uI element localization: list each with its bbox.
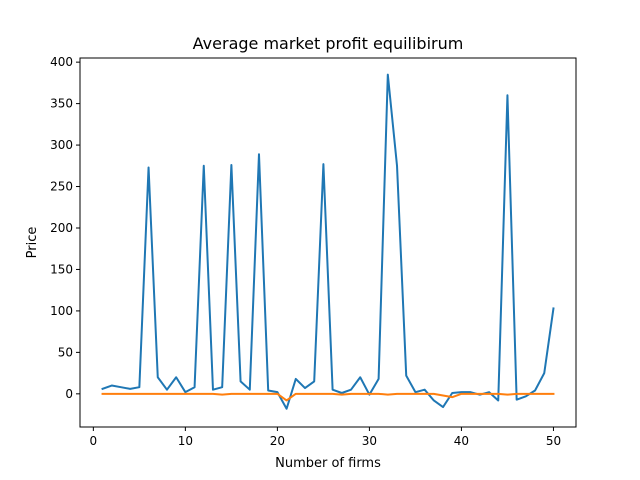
series-line-2 [101, 392, 555, 402]
y-tick-label: 250 [50, 180, 73, 194]
x-tick-label: 10 [178, 434, 193, 448]
x-tick-label: 50 [546, 434, 561, 448]
y-tick-label: 300 [50, 138, 73, 152]
x-axis-label: Number of firms [275, 456, 381, 471]
y-tick-label: 150 [50, 262, 73, 276]
x-tick-label: 30 [362, 434, 377, 448]
y-tick-label: 200 [50, 221, 73, 235]
x-axis-ticks: 0 10 20 30 40 50 [90, 427, 561, 448]
series-layer [101, 73, 555, 410]
plot-frame [79, 57, 577, 428]
y-tick-label: 350 [50, 97, 73, 111]
x-tick-label: 20 [270, 434, 285, 448]
chart-title: Average market profit equilibirum [193, 34, 464, 53]
y-axis-ticks: 0 50 100 150 200 250 300 350 400 [50, 55, 80, 401]
y-tick-label: 0 [65, 387, 73, 401]
y-tick-label: 50 [58, 345, 73, 359]
y-tick-label: 400 [50, 55, 73, 69]
y-axis-label: Price [25, 227, 40, 259]
y-tick-label: 100 [50, 304, 73, 318]
x-tick-label: 0 [90, 434, 98, 448]
x-tick-label: 40 [454, 434, 469, 448]
